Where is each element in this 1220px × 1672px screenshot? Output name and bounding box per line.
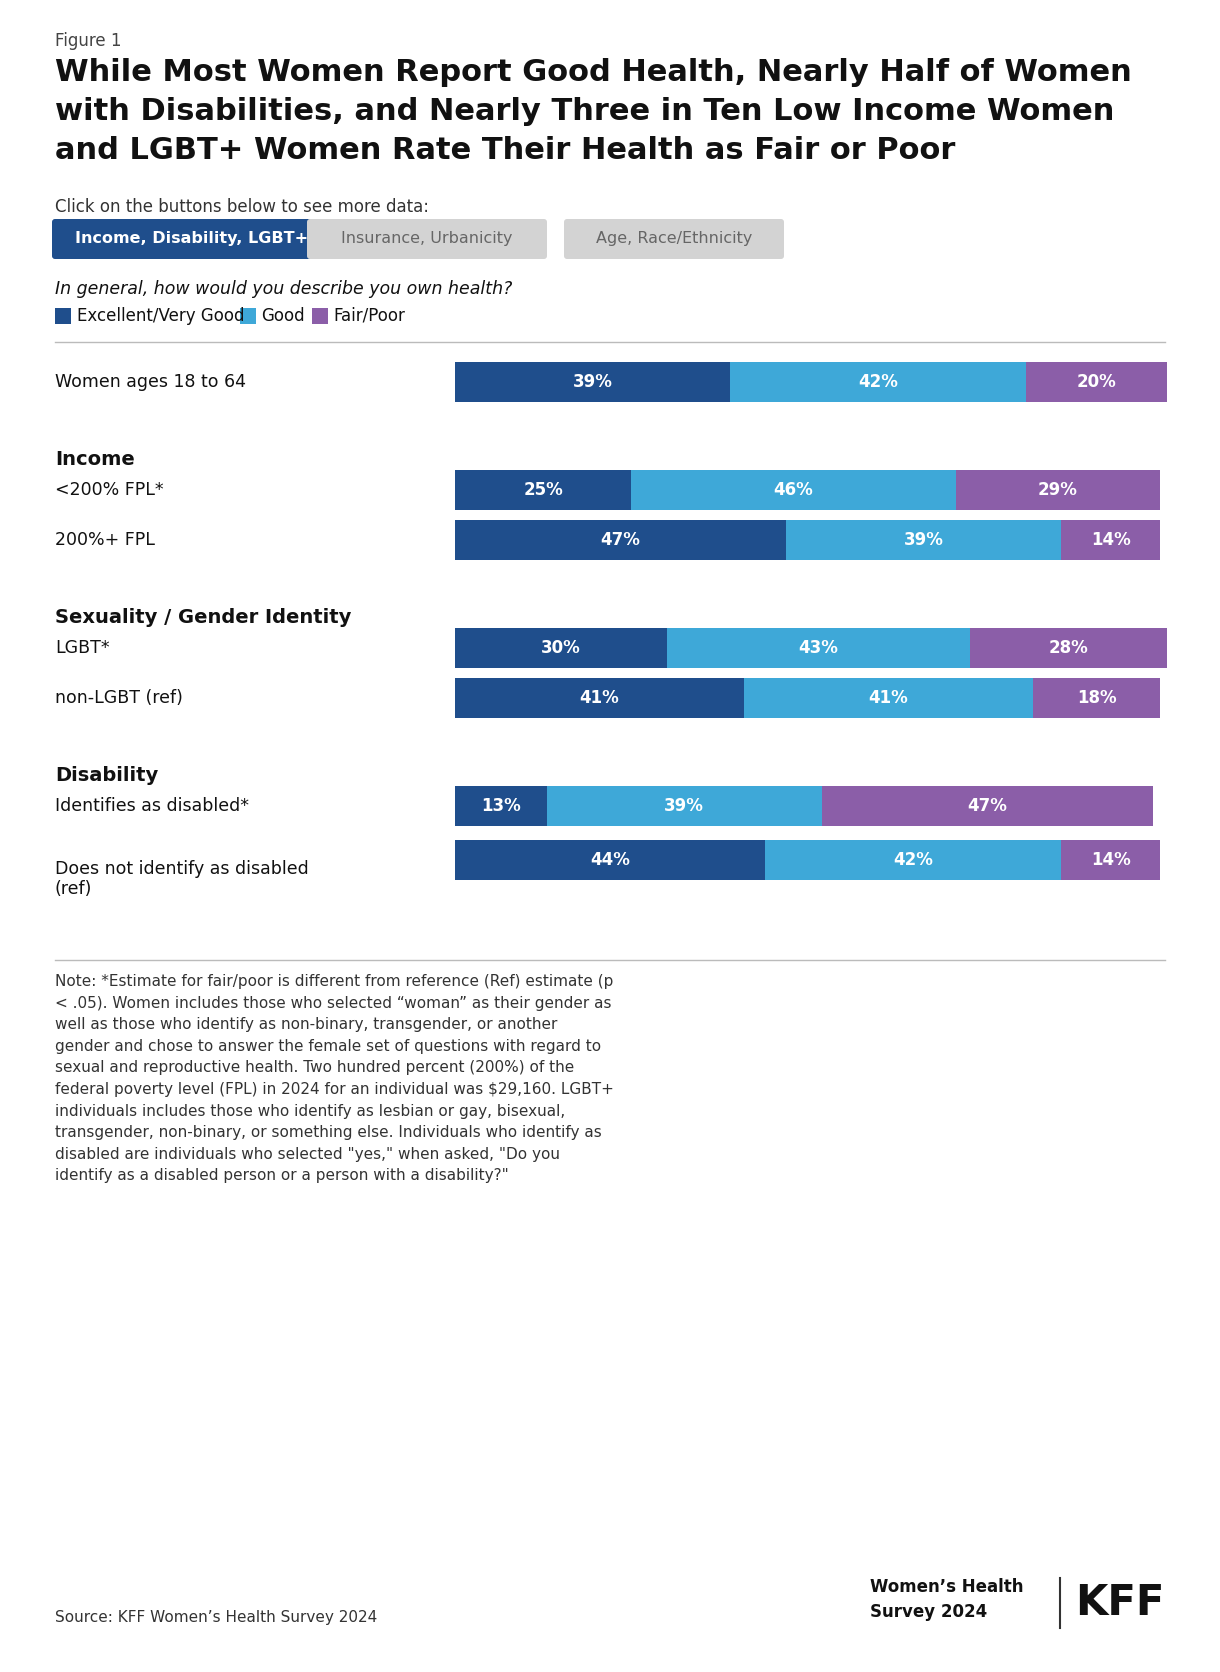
Text: 44%: 44% xyxy=(590,851,630,869)
FancyBboxPatch shape xyxy=(455,786,547,826)
Text: Insurance, Urbanicity: Insurance, Urbanicity xyxy=(342,231,512,246)
FancyBboxPatch shape xyxy=(1061,520,1160,560)
FancyBboxPatch shape xyxy=(631,470,955,510)
Text: 25%: 25% xyxy=(523,482,562,498)
Text: <200% FPL*: <200% FPL* xyxy=(55,482,163,498)
Text: Good: Good xyxy=(261,308,305,324)
Text: Figure 1: Figure 1 xyxy=(55,32,122,50)
Text: with Disabilities, and Nearly Three in Ten Low Income Women: with Disabilities, and Nearly Three in T… xyxy=(55,97,1114,125)
FancyBboxPatch shape xyxy=(564,219,784,259)
Text: non-LGBT (ref): non-LGBT (ref) xyxy=(55,689,183,707)
Text: Income: Income xyxy=(55,450,134,470)
Text: Disability: Disability xyxy=(55,766,159,784)
Text: 41%: 41% xyxy=(580,689,620,707)
Text: (ref): (ref) xyxy=(55,879,93,898)
Text: Income, Disability, LGBT+: Income, Disability, LGBT+ xyxy=(76,231,309,246)
FancyBboxPatch shape xyxy=(455,629,666,669)
Text: 42%: 42% xyxy=(858,373,898,391)
Text: 43%: 43% xyxy=(798,639,838,657)
Text: KFF: KFF xyxy=(1075,1582,1164,1624)
FancyBboxPatch shape xyxy=(55,308,71,324)
FancyBboxPatch shape xyxy=(1033,679,1160,717)
FancyBboxPatch shape xyxy=(666,629,970,669)
FancyBboxPatch shape xyxy=(455,363,730,401)
Text: 41%: 41% xyxy=(869,689,909,707)
FancyBboxPatch shape xyxy=(455,470,631,510)
Text: LGBT*: LGBT* xyxy=(55,639,110,657)
Text: In general, how would you describe you own health?: In general, how would you describe you o… xyxy=(55,279,512,298)
Text: 28%: 28% xyxy=(1048,639,1088,657)
Text: Note: *Estimate for fair/poor is different from reference (Ref) estimate (p
< .0: Note: *Estimate for fair/poor is differe… xyxy=(55,975,614,1184)
Text: 14%: 14% xyxy=(1091,851,1131,869)
Text: 42%: 42% xyxy=(893,851,933,869)
FancyBboxPatch shape xyxy=(955,470,1160,510)
FancyBboxPatch shape xyxy=(311,308,327,324)
Text: Click on the buttons below to see more data:: Click on the buttons below to see more d… xyxy=(55,197,429,216)
Text: 39%: 39% xyxy=(904,532,944,548)
Text: 18%: 18% xyxy=(1077,689,1116,707)
FancyBboxPatch shape xyxy=(787,520,1061,560)
Text: 14%: 14% xyxy=(1091,532,1131,548)
Text: Does not identify as disabled: Does not identify as disabled xyxy=(55,859,309,878)
FancyBboxPatch shape xyxy=(239,308,255,324)
FancyBboxPatch shape xyxy=(744,679,1033,717)
FancyBboxPatch shape xyxy=(970,629,1168,669)
Text: 47%: 47% xyxy=(967,798,1008,814)
Text: Identifies as disabled*: Identifies as disabled* xyxy=(55,798,249,814)
FancyBboxPatch shape xyxy=(1061,839,1160,879)
Text: Age, Race/Ethnicity: Age, Race/Ethnicity xyxy=(595,231,753,246)
Text: 46%: 46% xyxy=(773,482,814,498)
Text: 47%: 47% xyxy=(600,532,640,548)
Text: Excellent/Very Good: Excellent/Very Good xyxy=(77,308,244,324)
Text: 29%: 29% xyxy=(1038,482,1077,498)
FancyBboxPatch shape xyxy=(1026,363,1168,401)
Text: 39%: 39% xyxy=(664,798,704,814)
Text: Source: KFF Women’s Health Survey 2024: Source: KFF Women’s Health Survey 2024 xyxy=(55,1610,377,1625)
Text: Women ages 18 to 64: Women ages 18 to 64 xyxy=(55,373,246,391)
Text: Fair/Poor: Fair/Poor xyxy=(333,308,405,324)
Text: 20%: 20% xyxy=(1077,373,1116,391)
FancyBboxPatch shape xyxy=(547,786,821,826)
Text: While Most Women Report Good Health, Nearly Half of Women: While Most Women Report Good Health, Nea… xyxy=(55,59,1132,87)
FancyBboxPatch shape xyxy=(52,219,332,259)
Text: 13%: 13% xyxy=(481,798,521,814)
FancyBboxPatch shape xyxy=(455,520,787,560)
FancyBboxPatch shape xyxy=(730,363,1026,401)
FancyBboxPatch shape xyxy=(765,839,1061,879)
FancyBboxPatch shape xyxy=(455,679,744,717)
Text: and LGBT+ Women Rate Their Health as Fair or Poor: and LGBT+ Women Rate Their Health as Fai… xyxy=(55,135,955,166)
Text: 39%: 39% xyxy=(572,373,612,391)
Text: Women’s Health
Survey 2024: Women’s Health Survey 2024 xyxy=(870,1578,1024,1620)
Text: 30%: 30% xyxy=(540,639,581,657)
Text: Sexuality / Gender Identity: Sexuality / Gender Identity xyxy=(55,609,351,627)
FancyBboxPatch shape xyxy=(307,219,547,259)
FancyBboxPatch shape xyxy=(821,786,1153,826)
FancyBboxPatch shape xyxy=(455,839,765,879)
Text: 200%+ FPL: 200%+ FPL xyxy=(55,532,155,548)
